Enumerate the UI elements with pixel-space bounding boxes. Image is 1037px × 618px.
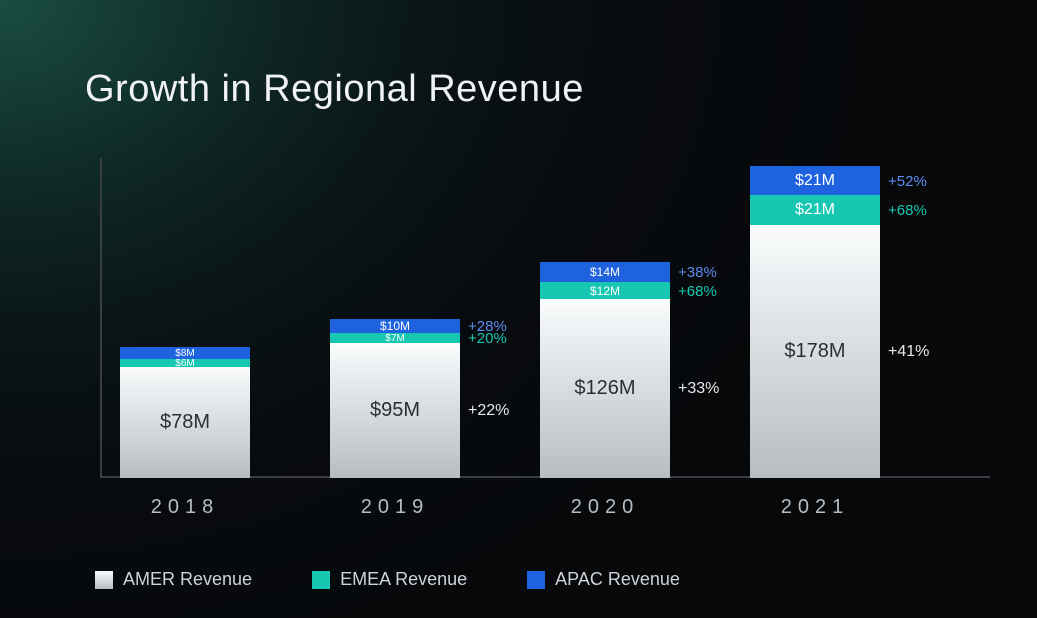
bar-segment-apac: $14M — [540, 262, 670, 282]
bar-segment-amer: $78M — [120, 367, 250, 478]
bar-value-label: $7M — [385, 333, 404, 344]
growth-pct-label: +52% — [888, 173, 948, 190]
slide-root: Growth in Regional Revenue $78M $6M$8M 201… — [0, 0, 1037, 618]
bar-segment-amer: $126M — [540, 299, 670, 478]
bar-value-label: $95M — [370, 399, 420, 422]
revenue-chart: $78M$6M$8M2018$95M$7M$10M+22%+20%+28%201… — [100, 158, 940, 478]
legend-swatch-apac — [527, 571, 545, 589]
year-label: 2018 — [110, 496, 260, 519]
bar-stack: $126M $12M $14M — [540, 262, 670, 478]
bar-stack: $95M $7M$10M — [330, 319, 460, 478]
legend-label-emea: EMEA Revenue — [340, 569, 467, 590]
bar-segment-apac: $10M — [330, 319, 460, 333]
chart-legend: AMER Revenue EMEA Revenue APAC Revenue — [95, 569, 680, 590]
bar-value-label: $8M — [175, 348, 194, 359]
legend-item-apac: APAC Revenue — [527, 569, 680, 590]
bar-segment-emea: $6M — [120, 359, 250, 368]
legend-label-apac: APAC Revenue — [555, 569, 680, 590]
bar-segment-apac: $8M — [120, 347, 250, 358]
year-label: 2019 — [320, 496, 470, 519]
bar-value-label: $6M — [175, 358, 194, 369]
growth-pct-label: +38% — [678, 264, 738, 281]
bar-value-label: $78M — [160, 411, 210, 434]
bar-value-label: $14M — [590, 265, 620, 279]
bar-value-label: $21M — [795, 201, 835, 219]
bar-stack: $178M $21M $21M — [750, 166, 880, 478]
bar-segment-amer: $95M — [330, 343, 460, 478]
bar-value-label: $21M — [795, 172, 835, 190]
legend-label-amer: AMER Revenue — [123, 569, 252, 590]
growth-pct-label: +68% — [888, 202, 948, 219]
bar-segment-emea: $7M — [330, 333, 460, 343]
bar-value-label: $10M — [380, 319, 410, 333]
bar-segment-apac: $21M — [750, 166, 880, 196]
year-label: 2021 — [740, 496, 890, 519]
bar-value-label: $12M — [590, 284, 620, 298]
bar-stack: $78M $6M$8M — [120, 347, 250, 478]
year-label: 2020 — [530, 496, 680, 519]
slide-title: Growth in Regional Revenue — [85, 68, 584, 111]
legend-swatch-amer — [95, 571, 113, 589]
bar-segment-emea: $12M — [540, 282, 670, 299]
bar-segment-amer: $178M — [750, 225, 880, 478]
growth-pct-label: +41% — [888, 343, 948, 361]
legend-item-amer: AMER Revenue — [95, 569, 252, 590]
bar-segment-emea: $21M — [750, 195, 880, 225]
legend-item-emea: EMEA Revenue — [312, 569, 467, 590]
growth-pct-label: +28% — [468, 318, 528, 335]
legend-swatch-emea — [312, 571, 330, 589]
growth-pct-label: +68% — [678, 283, 738, 300]
growth-pct-label: +22% — [468, 402, 528, 420]
growth-pct-label: +33% — [678, 380, 738, 398]
y-axis — [100, 158, 102, 478]
bar-value-label: $178M — [784, 340, 845, 363]
bar-value-label: $126M — [574, 377, 635, 400]
